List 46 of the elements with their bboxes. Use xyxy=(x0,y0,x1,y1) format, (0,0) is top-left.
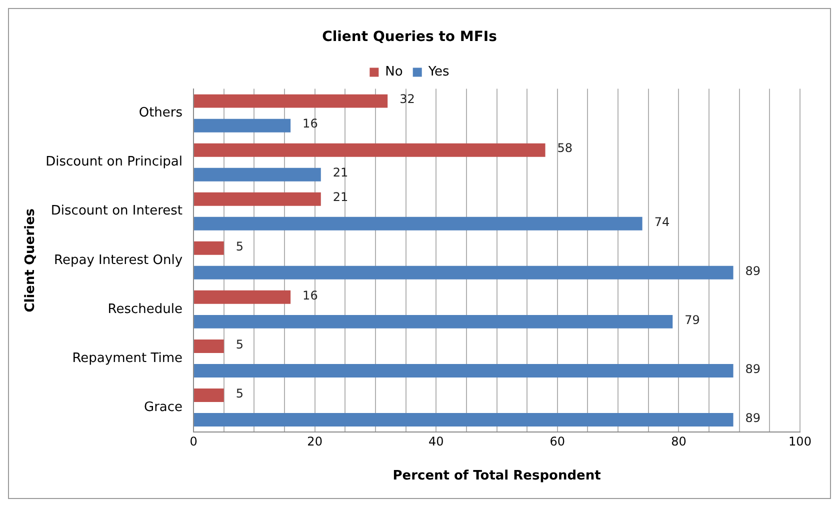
legend-label: Yes xyxy=(427,64,450,80)
bar xyxy=(194,314,673,328)
bar xyxy=(194,168,321,182)
y-tick-label: Repay Interest Only xyxy=(54,252,183,268)
x-tick-label: 60 xyxy=(550,434,566,448)
data-label: 89 xyxy=(745,362,761,376)
data-label: 89 xyxy=(745,410,761,425)
x-tick-label: 80 xyxy=(671,434,686,448)
bar xyxy=(194,413,734,426)
bar xyxy=(194,216,642,230)
data-label: 5 xyxy=(236,337,244,352)
bar xyxy=(194,143,546,157)
y-tick-label: Grace xyxy=(144,400,183,415)
y-tick-label: Others xyxy=(138,106,183,121)
y-tick-label: Discount on Principal xyxy=(46,154,183,170)
bar xyxy=(194,266,734,280)
data-label: 16 xyxy=(302,116,318,131)
data-label: 89 xyxy=(745,264,761,278)
data-label: 32 xyxy=(400,92,415,106)
data-label: 58 xyxy=(557,141,573,156)
data-label: 16 xyxy=(302,288,318,302)
y-axis-title: Client Queries xyxy=(23,208,38,312)
bar xyxy=(194,94,388,108)
bar xyxy=(194,290,291,304)
y-tick-label: Discount on Interest xyxy=(50,204,183,219)
data-label: 5 xyxy=(236,386,244,400)
data-label: 79 xyxy=(684,312,700,327)
data-label: 21 xyxy=(332,190,348,204)
x-axis-title: Percent of Total Respondent xyxy=(392,468,601,484)
data-label: 21 xyxy=(332,166,348,180)
legend-label: No xyxy=(385,64,403,80)
bar xyxy=(194,388,224,402)
bar xyxy=(194,241,224,255)
y-tick-label: Repayment Time xyxy=(72,350,183,366)
bar xyxy=(194,339,224,353)
bar xyxy=(194,118,291,132)
bar xyxy=(194,364,734,378)
y-tick-label: Reschedule xyxy=(108,302,183,317)
data-label: 74 xyxy=(654,214,670,229)
bar xyxy=(194,192,321,206)
chart-title: Client Queries to MFIs xyxy=(322,29,497,46)
x-tick-label: 40 xyxy=(428,434,444,448)
data-label: 5 xyxy=(236,239,244,254)
x-tick-label: 100 xyxy=(788,434,812,448)
x-tick-label: 0 xyxy=(190,434,198,448)
x-tick-label: 20 xyxy=(307,434,322,448)
